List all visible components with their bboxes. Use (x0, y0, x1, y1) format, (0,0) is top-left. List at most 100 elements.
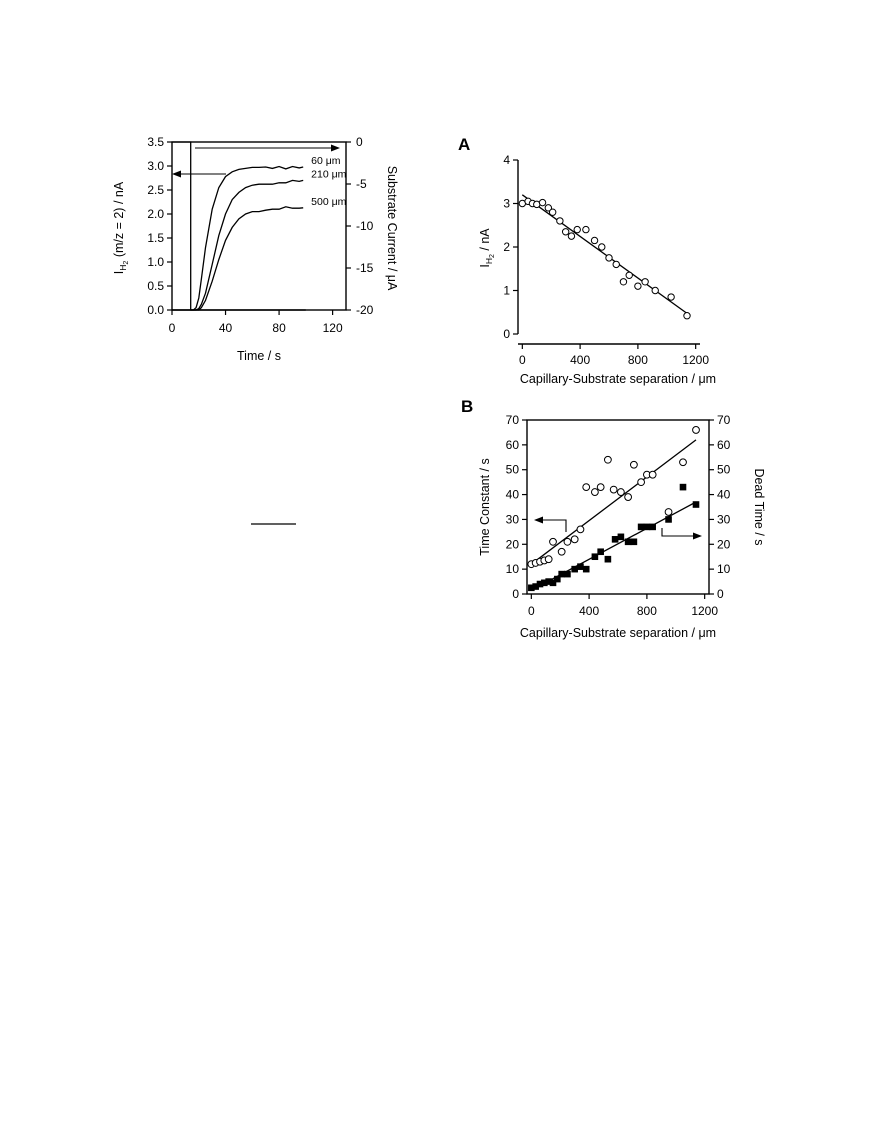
a-fit-line (521, 194, 689, 315)
b-x-tick-label: 400 (579, 604, 599, 618)
a-y-tick-label: 1 (503, 284, 510, 298)
b-dead-time-point (532, 583, 539, 590)
a-point (590, 236, 599, 245)
a-point (544, 204, 553, 212)
b-x-ticks: 0 400 800 1200 (528, 594, 718, 618)
b-time-constant-point (624, 493, 633, 501)
left-y-tick-label: 1.0 (147, 255, 164, 269)
b-time-constant-point (557, 547, 566, 556)
b-y-tick-label: 50 (506, 463, 520, 477)
b-dead-time-point (649, 523, 656, 531)
b-y2-tick-label: 60 (717, 438, 731, 452)
current-trace-2 (172, 206, 304, 311)
b-points (527, 426, 700, 592)
left-y2-tick-label: -20 (356, 303, 374, 317)
b-time-constant-point (596, 483, 605, 492)
left-y-tick-label: 2.0 (147, 207, 164, 221)
time-constant-arrowhead (534, 516, 543, 524)
curve-label-1: 210 μm (311, 168, 346, 180)
a-x-tick-label: 800 (628, 353, 648, 367)
b-dead-time-point (554, 575, 561, 583)
a-y-axis-label: IH2 / nA (478, 228, 496, 268)
a-points (518, 197, 691, 320)
b-y-ticks: 0 10 20 30 40 50 60 70 (506, 413, 527, 601)
left-traces (172, 141, 306, 311)
b-time-constant-point (582, 483, 591, 492)
left-y-tick-label: 2.5 (147, 183, 164, 197)
b-fit-0 (530, 439, 697, 565)
b-y-tick-label: 20 (506, 537, 520, 551)
left-chart: 0 40 80 120 0.0 0.5 1.0 1.5 2.0 2.5 3.0 3.5 0 -5 -10… (112, 135, 399, 363)
current-trace-1 (172, 179, 304, 311)
b-dead-time-point (571, 565, 578, 573)
b-time-constant-point (648, 470, 657, 479)
b-dead-time-point (558, 570, 565, 578)
b-dead-time-point (577, 563, 584, 570)
a-point (556, 217, 564, 225)
b-time-constant-point (609, 485, 618, 494)
panel-a-label: A (458, 135, 470, 154)
a-point (619, 278, 628, 286)
left-x-tick-label: 0 (169, 321, 176, 335)
b-dead-time-point (604, 555, 612, 563)
a-point (625, 271, 633, 279)
left-y-tick-label: 3.0 (147, 159, 164, 173)
b-y2-tick-label: 0 (717, 587, 724, 601)
b-dead-time-point (611, 536, 619, 543)
left-x-tick-label: 120 (323, 321, 343, 335)
b-time-constant-point (544, 555, 553, 564)
left-axis-arrowhead (172, 170, 181, 178)
left-x-tick-label: 40 (219, 321, 233, 335)
left-x-ticks: 0 40 80 120 (169, 310, 343, 335)
a-fit-path (521, 194, 689, 315)
b-time-constant-point (629, 460, 638, 469)
b-dead-time-point (637, 523, 645, 531)
b-x-tick-label: 1200 (691, 604, 718, 618)
a-point (548, 208, 557, 216)
b-dead-time-point (679, 483, 687, 491)
a-point (567, 232, 576, 240)
b-dead-time-point (591, 553, 599, 561)
current-trace-0 (172, 165, 304, 311)
left-y-ticks: 0.0 0.5 1.0 1.5 2.0 2.5 3.0 3.5 (147, 135, 172, 317)
b-fit-lines (530, 439, 697, 591)
left-y2-axis-label: Substrate Current / μA (385, 166, 399, 291)
b-dead-time-point (643, 523, 651, 531)
b-y-axis-label: Time Constant / s (478, 458, 492, 556)
left-y2-tick-label: 0 (356, 135, 363, 149)
b-y-tick-label: 10 (506, 562, 520, 576)
b-dead-time-point (536, 580, 544, 588)
b-dead-time-point (630, 538, 638, 546)
a-point (538, 198, 547, 207)
left-x-tick-label: 80 (272, 321, 286, 335)
panel-b-label: B (461, 397, 473, 416)
a-point (573, 225, 581, 234)
a-y-tick-label: 4 (503, 153, 510, 167)
a-x-tick-label: 0 (519, 353, 526, 367)
b-time-constant-point (637, 478, 646, 487)
a-point (582, 225, 590, 234)
b-dead-time-point (617, 533, 625, 541)
a-point (634, 282, 642, 290)
a-y-tick-label: 0 (503, 327, 510, 341)
a-y-ticks: 0 1 2 3 4 (503, 153, 518, 341)
b-time-constant-point (664, 508, 673, 516)
b-y2-tick-label: 20 (717, 537, 731, 551)
b-time-constant-point (563, 537, 572, 546)
left-y-tick-label: 0.0 (147, 303, 164, 317)
b-y-tick-label: 70 (506, 413, 520, 427)
b-y-tick-label: 0 (512, 587, 519, 601)
dead-time-arrowhead (693, 532, 702, 540)
a-x-tick-label: 400 (570, 353, 590, 367)
left-y-tick-label: 1.5 (147, 231, 164, 245)
b-time-constant-point (603, 455, 612, 464)
b-y2-axis-label: Dead Time / s (752, 468, 766, 545)
b-time-constant-point (692, 426, 700, 434)
a-point (641, 278, 649, 286)
a-x-ticks: 0 400 800 1200 (519, 344, 709, 367)
a-point (612, 260, 620, 269)
a-point (651, 286, 659, 295)
curve-label-2: 500 μm (311, 196, 346, 208)
b-dead-time-point (665, 516, 672, 523)
